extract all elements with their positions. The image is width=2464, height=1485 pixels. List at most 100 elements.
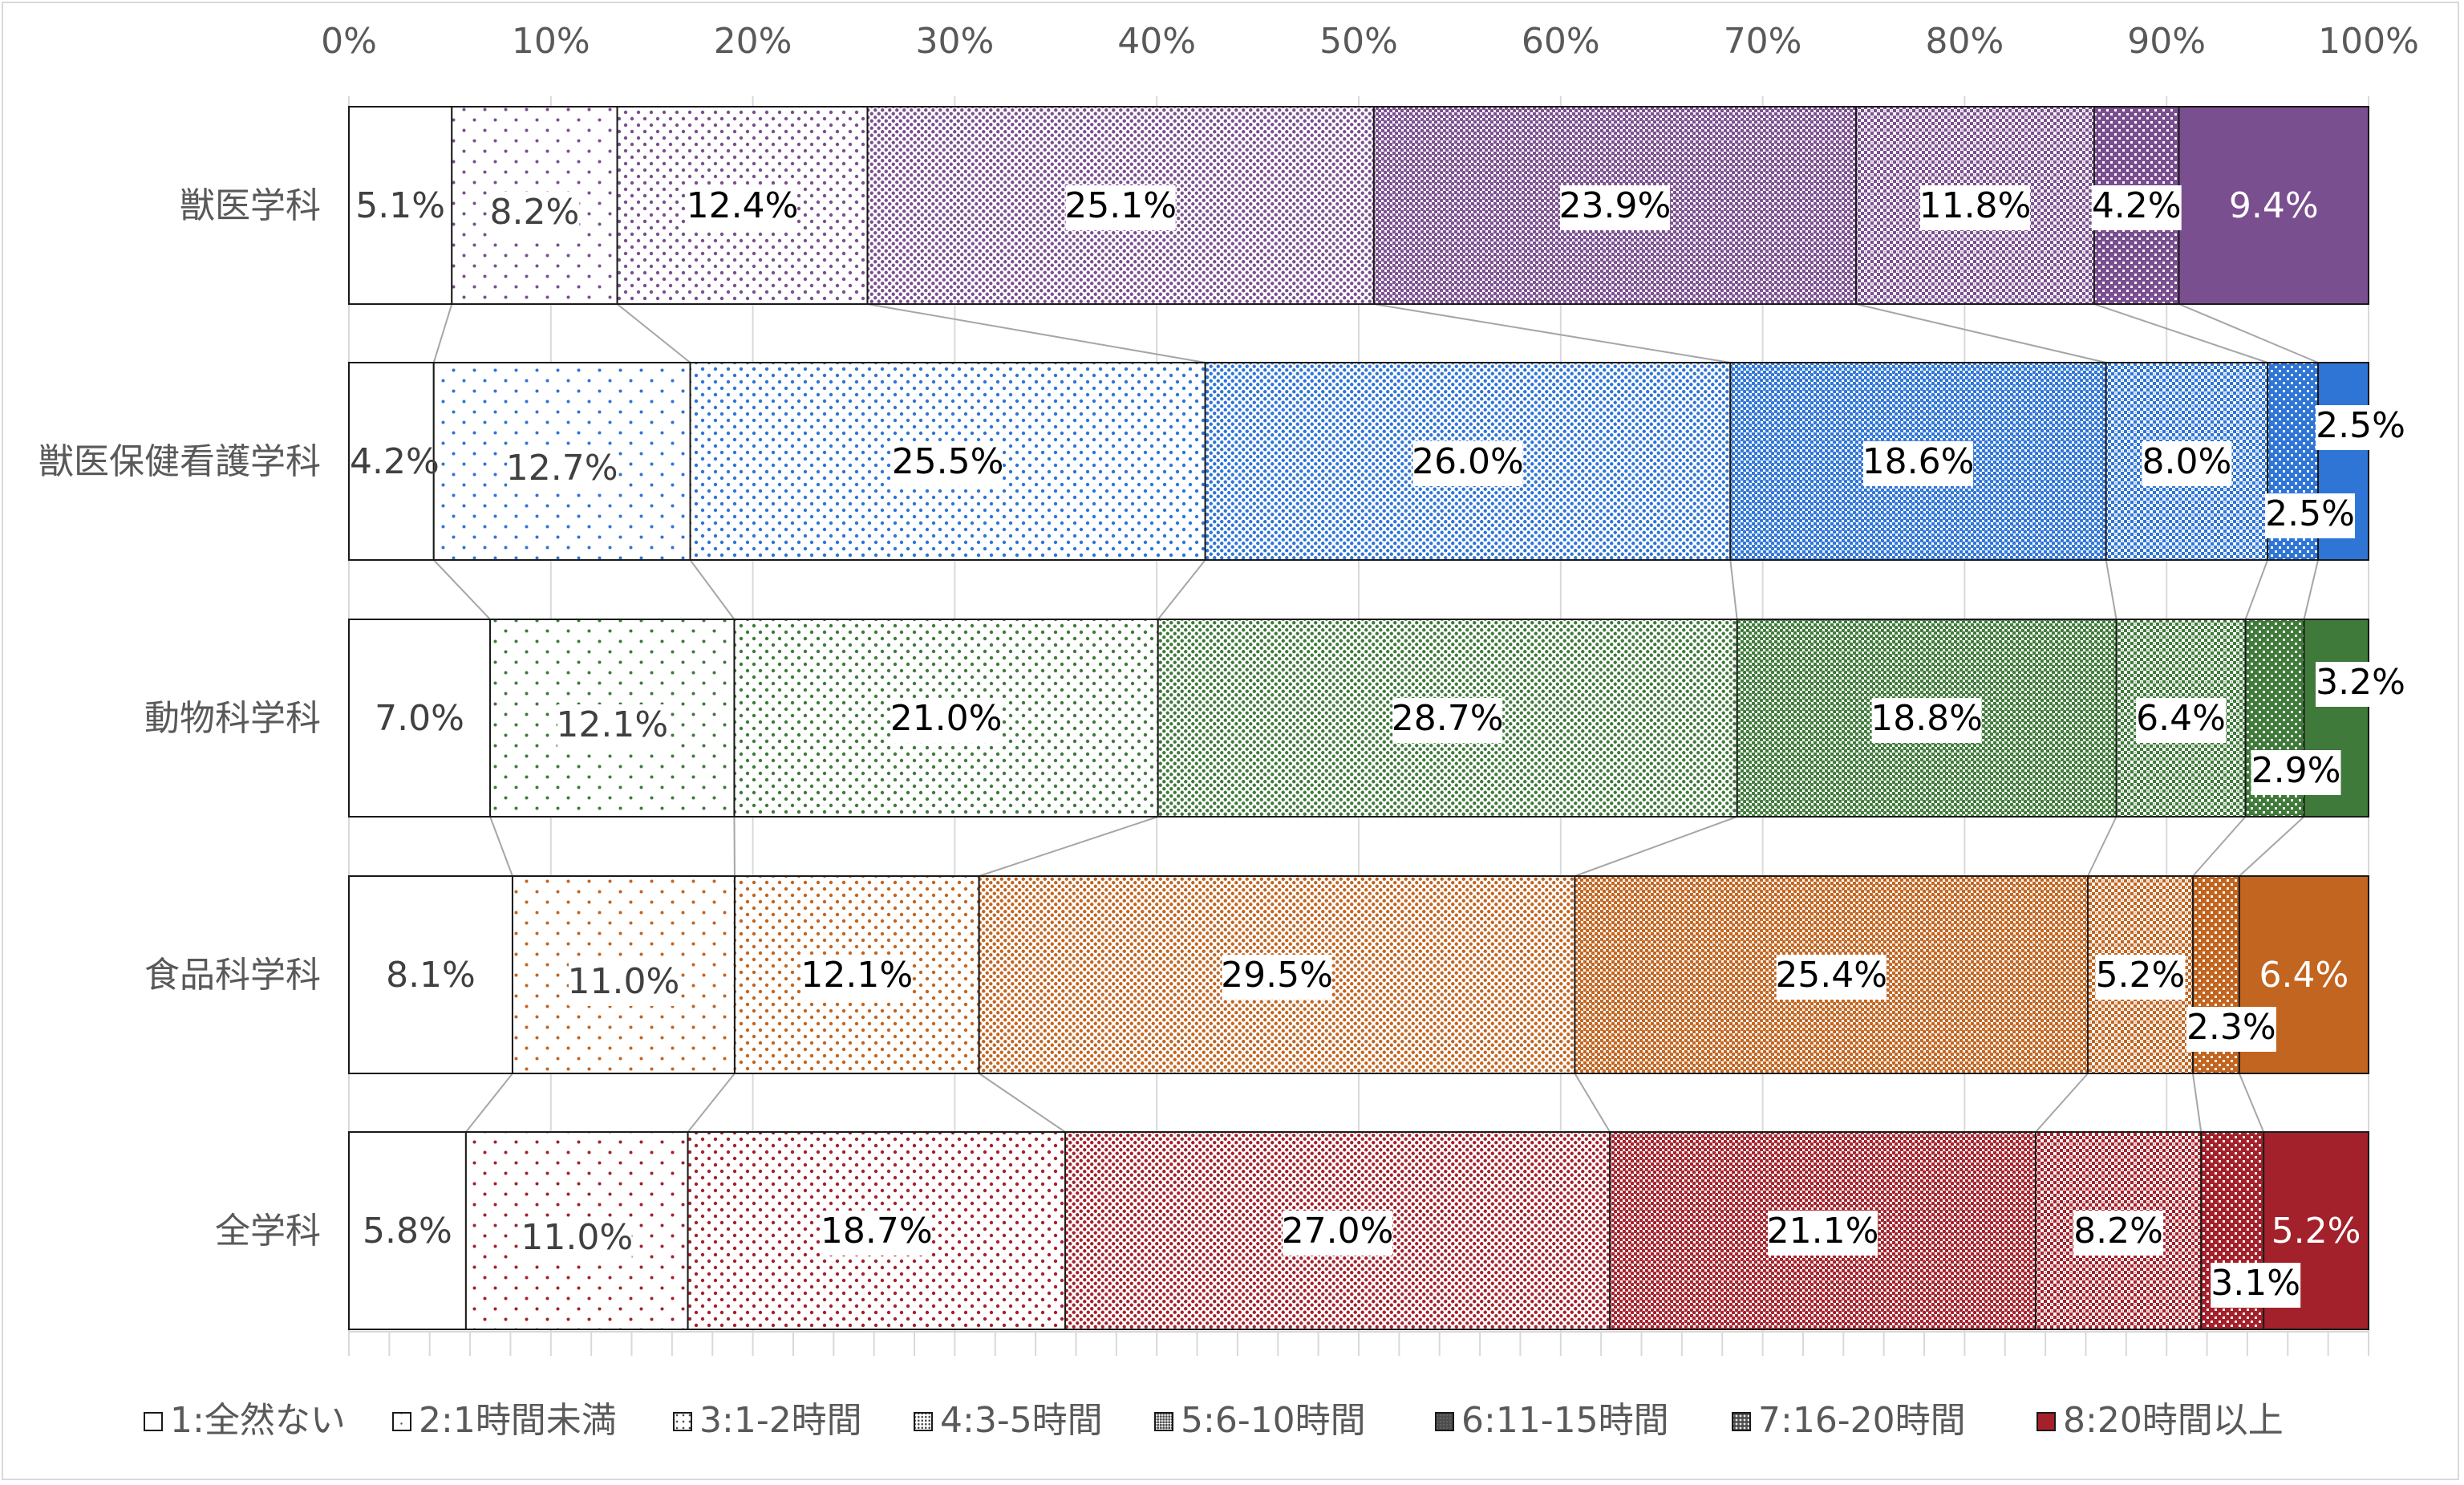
data-label-background <box>2316 662 2405 707</box>
data-label: 2.5% <box>2316 405 2405 446</box>
data-label-background <box>1776 955 1886 1000</box>
series-line <box>2087 816 2118 877</box>
data-label: 3.1% <box>2211 1263 2300 1304</box>
data-label: 5.1% <box>355 185 445 226</box>
data-label-background <box>2265 493 2356 538</box>
x-tick-label: 60% <box>1522 21 1600 62</box>
legend-swatch <box>392 1412 411 1431</box>
legend-label: 3:1-2時間 <box>699 1400 862 1441</box>
data-label: 25.4% <box>1775 955 1887 996</box>
series-line <box>2303 559 2320 620</box>
series-line <box>616 303 691 363</box>
data-label-background <box>1919 185 2030 230</box>
legend-swatch <box>1154 1412 1173 1431</box>
data-label-background <box>2091 185 2182 230</box>
data-label: 4.2% <box>350 441 440 482</box>
bar-segment <box>348 362 435 561</box>
category-label: 全学科 <box>215 1211 321 1252</box>
series-lines-layer <box>432 303 2320 1133</box>
data-label-background <box>1065 185 1176 230</box>
series-line <box>867 303 1206 363</box>
series-line <box>689 559 736 620</box>
legend-swatch <box>914 1412 933 1431</box>
data-label: 29.5% <box>1221 955 1333 996</box>
series-line <box>2192 816 2247 877</box>
data-label-background <box>893 441 1003 486</box>
data-label-background <box>2211 1263 2301 1308</box>
data-label: 12.7% <box>506 448 618 489</box>
series-line <box>465 1073 513 1133</box>
data-label: 12.1% <box>556 704 668 745</box>
x-tick-label: 0% <box>321 21 377 62</box>
data-label-background <box>1283 1211 1393 1256</box>
legend-label: 5:6-10時間 <box>1181 1400 1366 1441</box>
series-line <box>432 303 453 363</box>
data-label: 8.2% <box>2073 1211 2163 1252</box>
data-label: 25.5% <box>892 441 1004 482</box>
category-label: 獣医保健看護学科 <box>38 441 321 482</box>
data-label: 6.4% <box>2259 955 2349 996</box>
data-label: 4.2% <box>2092 185 2182 226</box>
data-label: 2.5% <box>2265 493 2355 534</box>
series-line <box>1574 816 1737 877</box>
x-tick-label: 100% <box>2318 21 2419 62</box>
data-label: 5.8% <box>363 1211 452 1252</box>
data-label: 11.8% <box>1919 185 2032 226</box>
bar-segment <box>348 875 513 1074</box>
series-line <box>1373 303 1731 363</box>
data-label-background <box>1392 698 1503 743</box>
series-line <box>2093 303 2268 363</box>
data-label: 6.4% <box>2136 698 2226 739</box>
series-line <box>2191 1073 2203 1133</box>
data-label: 7.0% <box>375 698 464 739</box>
data-label: 8.0% <box>2142 441 2231 482</box>
x-tick-label: 80% <box>1926 21 2004 62</box>
series-line <box>1729 559 1738 620</box>
legend-label: 1:全然ない <box>170 1400 346 1441</box>
data-label: 28.7% <box>1392 698 1504 739</box>
series-line <box>687 1073 736 1133</box>
x-tick-label: 70% <box>1724 21 1802 62</box>
series-line <box>2239 816 2305 877</box>
data-label-background <box>1768 1211 1878 1256</box>
data-label: 18.8% <box>1870 698 1983 739</box>
data-label-background <box>2095 955 2186 1000</box>
data-label-background <box>489 192 580 237</box>
legend: 1:全然ない 2:1時間未満 3:1-2時間 4:3-5時間 5:6-10時間 6:11-… <box>144 1400 2284 1441</box>
data-label: 18.6% <box>1862 441 1975 482</box>
category-label: 動物科学科 <box>144 698 321 739</box>
data-label: 2.9% <box>2251 750 2341 791</box>
data-label-background <box>1222 955 1332 1000</box>
series-line <box>433 559 491 620</box>
series-line <box>2178 303 2319 363</box>
data-label-background <box>687 185 798 230</box>
data-label: 8.2% <box>490 192 580 233</box>
data-label-background <box>521 1217 632 1262</box>
data-label: 21.1% <box>1767 1211 1879 1252</box>
data-label: 21.0% <box>890 698 1003 739</box>
bar-segment <box>733 619 1159 818</box>
legend-swatch <box>1435 1412 1454 1431</box>
series-line <box>1855 303 2106 363</box>
series-line <box>979 816 1159 877</box>
axis-layer: 0% 10% 20% 30% 40% 50% 60% 70% 80% 90% 100% 獣医学科獣医保… <box>38 21 2419 1252</box>
data-label-background <box>891 698 1002 743</box>
legend-swatch <box>2036 1412 2056 1431</box>
x-tick-label: 50% <box>1319 21 1398 62</box>
legend-swatch <box>1732 1412 1751 1431</box>
bar-segment <box>348 619 492 818</box>
category-label: 獣医学科 <box>180 185 321 226</box>
data-label: 11.0% <box>521 1217 633 1258</box>
x-tick-label: 40% <box>1117 21 1196 62</box>
data-label-background <box>2186 1007 2276 1052</box>
bar-segment <box>348 1131 467 1330</box>
data-label: 12.4% <box>687 185 799 226</box>
data-label-background <box>2136 698 2227 743</box>
data-label-background <box>507 448 618 493</box>
data-label: 26.0% <box>1412 441 1524 482</box>
series-line <box>2035 1073 2089 1133</box>
legend-swatch <box>144 1412 163 1431</box>
bars-layer <box>348 106 2370 1330</box>
legend-label: 6:11-15時間 <box>1461 1400 1669 1441</box>
